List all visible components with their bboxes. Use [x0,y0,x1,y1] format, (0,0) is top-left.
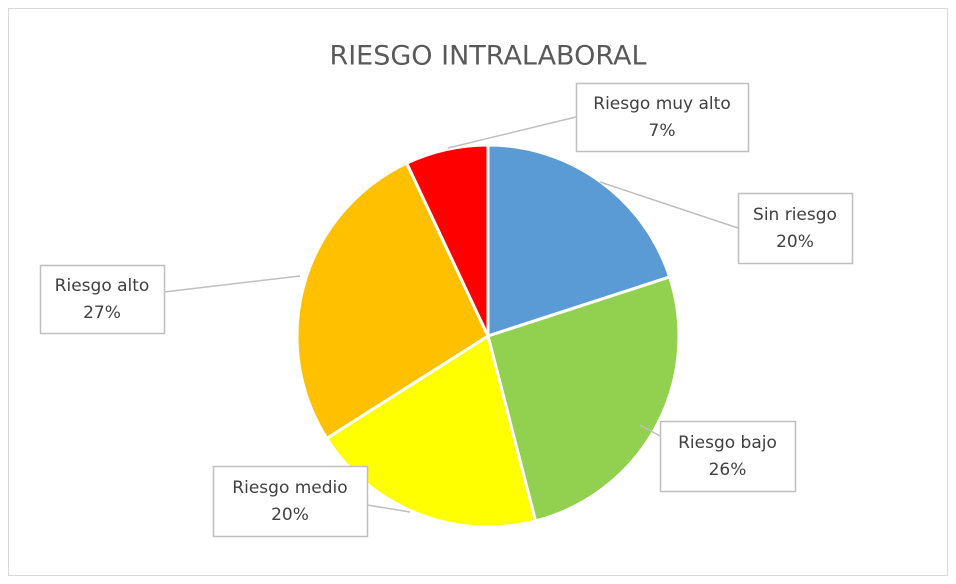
label-box [575,82,750,153]
pie-slice [404,143,490,337]
label-name: Riesgo muy alto [593,94,730,114]
label-box [737,192,854,265]
pie-slice [295,161,490,441]
label-value: 7% [649,121,676,141]
pie-slice [486,275,681,523]
label-value: 20% [271,505,309,525]
label-name: Sin riesgo [753,205,837,225]
label-box [39,264,166,335]
leader-line [639,424,661,437]
label-box [659,420,797,493]
label-value: 20% [776,232,814,252]
leader-line [447,116,577,149]
chart-title: RIESGO INTRALABORAL [329,41,646,72]
label-name: Riesgo alto [55,276,150,296]
leader-line [599,181,739,229]
label-box [212,465,369,538]
pie-slice [324,333,538,529]
leader-line [163,275,301,293]
label-name: Riesgo medio [232,478,347,498]
label-value: 26% [709,460,747,480]
leader-line [366,504,411,513]
label-value: 27% [83,303,121,323]
label-name: Riesgo bajo [678,433,777,453]
